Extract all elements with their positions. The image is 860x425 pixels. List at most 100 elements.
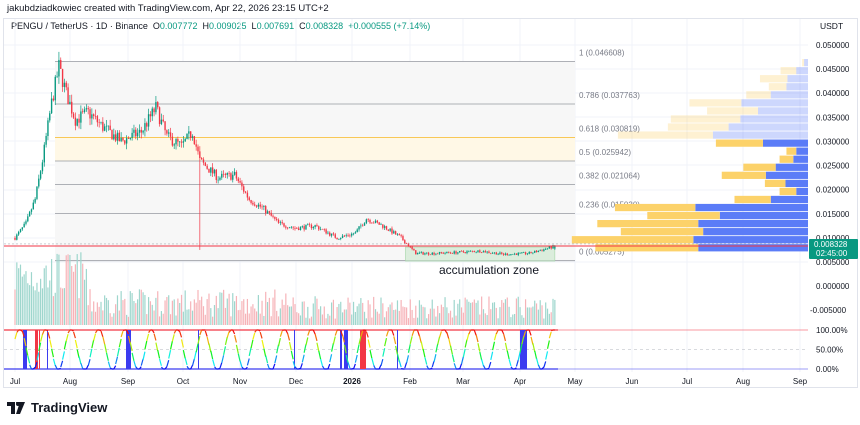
volume-bar: [266, 302, 269, 325]
candle-body: [488, 251, 490, 253]
symbol-legend: PENGU / TetherUS · 1D · Binance O0.00777…: [11, 21, 430, 31]
candle-body: [532, 252, 534, 254]
oscillator-line-segment: [38, 342, 42, 352]
oscillator-line-segment: [360, 330, 364, 337]
volume-bar: [149, 301, 152, 325]
volume-bar: [182, 311, 184, 325]
candle-body: [151, 108, 153, 117]
volume-profile-up-bar: [715, 139, 763, 147]
volume-bar: [340, 301, 342, 325]
candle-body: [420, 252, 422, 253]
candle-body: [429, 254, 432, 256]
oversold-signal-bar: [340, 330, 342, 369]
volume-bar: [330, 302, 333, 325]
candle-body: [50, 98, 53, 114]
candle-body: [237, 178, 239, 182]
candle-body: [369, 219, 371, 223]
oscillator-line-segment: [409, 336, 413, 344]
volume-bar: [173, 299, 175, 325]
volume-profile-up-bar: [780, 67, 797, 75]
oscillator-line-segment: [508, 359, 512, 367]
volume-profile-down-bar: [796, 147, 808, 155]
volume-bar: [539, 300, 541, 325]
volume-bar: [80, 252, 82, 325]
volume-bar: [257, 295, 259, 325]
volume-bar: [321, 314, 324, 325]
candle-body: [202, 159, 205, 163]
candle-body: [312, 227, 314, 229]
time-tick-label: 2026: [343, 377, 361, 386]
volume-bar: [356, 306, 358, 325]
volume-bar: [146, 314, 148, 325]
candle-body: [105, 125, 108, 127]
fib-level-label: 0 (0.005275): [579, 248, 625, 257]
volume-bar: [82, 263, 84, 325]
currency-label[interactable]: USDT: [820, 21, 844, 31]
candle-body: [391, 228, 393, 234]
candle-body: [499, 252, 501, 254]
volume-bar: [252, 304, 254, 325]
candle-body: [78, 118, 80, 123]
volume-profile-down-bar: [741, 99, 808, 107]
candle-body: [199, 151, 201, 159]
oscillator-line-segment: [131, 352, 135, 362]
volume-bar: [499, 307, 501, 325]
fib-zone: [55, 161, 575, 185]
volume-bar: [395, 309, 397, 325]
candle-body: [49, 113, 51, 121]
candle-body: [442, 252, 444, 254]
candle-body: [424, 253, 426, 255]
volume-bar: [16, 262, 18, 325]
candle-body: [438, 251, 441, 254]
volume-bar: [91, 311, 93, 325]
volume-bar: [60, 287, 62, 325]
candle-body: [27, 216, 29, 222]
oversold-signal-bar: [23, 330, 27, 369]
oscillator-line-segment: [334, 330, 338, 336]
volume-bar: [336, 307, 338, 325]
oscillator-line-segment: [234, 335, 238, 343]
volume-bar: [270, 316, 272, 325]
oscillator-line-segment: [193, 351, 197, 360]
volume-bar: [314, 296, 316, 325]
oscillator-line-segment: [107, 361, 111, 368]
symbol-name[interactable]: PENGU / TetherUS · 1D · Binance: [11, 21, 148, 31]
candle-body: [363, 223, 366, 226]
oscillator-line-segment: [321, 365, 325, 370]
volume-bar: [255, 311, 258, 325]
oscillator-line-segment: [14, 332, 18, 340]
candle-body: [475, 251, 477, 253]
volume-bar: [349, 302, 351, 325]
oscillator-line-segment: [204, 330, 208, 337]
volume-bar: [318, 309, 320, 325]
candle-body: [479, 250, 481, 253]
oscillator-line-segment: [420, 341, 424, 351]
oscillator-line-segment: [404, 362, 408, 369]
oscillator-line-segment: [146, 333, 150, 342]
candle-body: [272, 215, 274, 217]
volume-bar: [14, 289, 16, 325]
candle-body: [92, 114, 95, 116]
volume-bar: [294, 304, 296, 325]
volume-profile-up-bar: [746, 91, 771, 99]
volume-profile-up-bar: [721, 171, 766, 179]
oscillator-line-segment: [365, 331, 369, 338]
oscillator-line-segment: [347, 362, 351, 369]
volume-bar: [135, 303, 137, 325]
oscillator-line-segment: [327, 363, 331, 370]
candle-body: [96, 116, 99, 123]
oscillator-line-segment: [535, 358, 539, 366]
oscillator-line-segment: [466, 333, 470, 341]
volume-bar: [239, 309, 241, 325]
candle-body: [168, 132, 170, 134]
candle-body: [257, 204, 260, 207]
volume-bar: [67, 254, 69, 325]
oscillator-line-segment: [482, 365, 486, 370]
volume-bar: [504, 299, 507, 325]
candle-body: [232, 174, 234, 180]
volume-bar: [32, 286, 34, 325]
oscillator-line-segment: [180, 339, 184, 348]
volume-bar: [213, 305, 216, 325]
volume-bar: [347, 297, 349, 325]
